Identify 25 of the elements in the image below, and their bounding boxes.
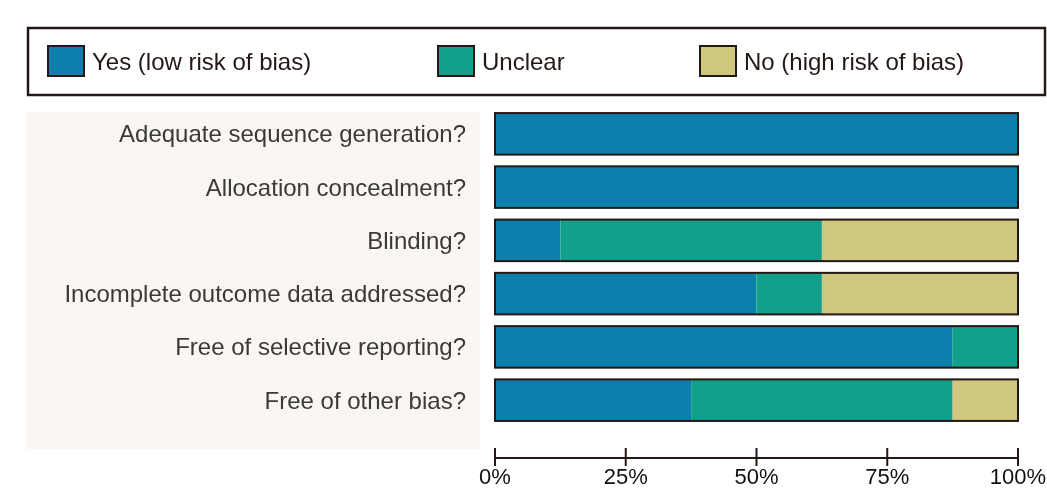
bar	[821, 272, 1018, 315]
bar	[756, 272, 822, 315]
bar	[952, 379, 1018, 421]
bar	[495, 272, 757, 315]
legend-label: Unclear	[482, 48, 565, 75]
bar	[495, 379, 692, 421]
x-tick-label: 50%	[734, 464, 779, 489]
y-tick-label: Incomplete outcome data addressed?	[64, 280, 466, 308]
bar	[952, 326, 1018, 368]
bar	[821, 219, 1018, 262]
y-tick-label: Blinding?	[367, 226, 466, 254]
x-tick-label: 0%	[479, 464, 511, 489]
bar	[495, 326, 953, 368]
legend-label: No (high risk of bias)	[744, 48, 965, 75]
y-tick-label: Allocation concealment?	[205, 173, 466, 201]
bar	[691, 379, 953, 421]
x-tick-label: 100%	[989, 464, 1047, 489]
bar	[495, 219, 561, 262]
y-tick-label: Adequate sequence generation?	[119, 120, 466, 148]
y-tick-label: Free of selective reporting?	[175, 333, 466, 361]
y-tick-label: Free of other bias?	[264, 386, 466, 414]
bar	[560, 219, 822, 262]
legend-label: Yes (low risk of bias)	[92, 48, 312, 75]
x-tick-label: 25%	[603, 464, 648, 489]
x-tick-label: 75%	[865, 464, 910, 489]
